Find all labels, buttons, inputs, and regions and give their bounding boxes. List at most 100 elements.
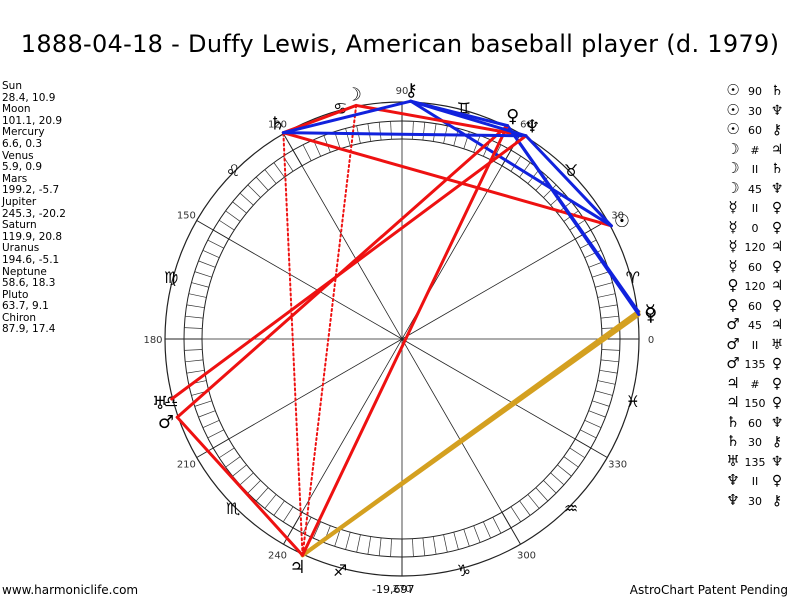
aspect-angle: 45 — [748, 182, 762, 196]
aspect-line — [281, 99, 413, 135]
aspect-line — [301, 124, 509, 557]
aspect-angle: II — [751, 163, 759, 176]
planet-coords: 101.1, 20.9 — [2, 114, 63, 127]
chart-title: 1888-04-18 - Duffy Lewis, American baseb… — [20, 30, 780, 58]
planet-coords: 58.6, 18.3 — [2, 277, 56, 290]
degree-tick — [247, 480, 261, 494]
aspect-angle: # — [750, 377, 760, 391]
degree-tick — [600, 315, 619, 319]
aspect-planet-1: ♄ — [726, 412, 740, 431]
aspect-planet-1: ☽ — [726, 178, 740, 197]
aspect-planet-1: ☿ — [728, 256, 738, 275]
degree-tick — [432, 536, 437, 555]
site-link[interactable]: www.harmoniclife.com — [2, 583, 139, 597]
degree-tick — [198, 260, 216, 268]
planet-glyph-icon: ⚷ — [405, 80, 418, 101]
planet-glyph-icon: ♂ — [158, 412, 174, 433]
degree-tick — [202, 250, 220, 258]
aspect-planet-1: ☉ — [726, 100, 740, 119]
aspect-planet-1: ♂ — [726, 334, 740, 353]
degree-tick — [390, 538, 392, 557]
aspect-planet-2: ♀ — [771, 356, 783, 372]
planet-glyph-icon: ♀ — [644, 304, 657, 325]
aspect-row: ♃ 150 ♀ — [724, 393, 800, 413]
degree-tick — [367, 536, 372, 555]
sign-divider — [283, 133, 303, 167]
planet-coords: 245.3, -20.2 — [2, 207, 66, 220]
aspect-planet-2: ♀ — [771, 200, 783, 216]
aspect-angle: II — [751, 338, 759, 352]
aspect-line — [505, 124, 641, 317]
aspect-angle: 150 — [744, 397, 766, 410]
degree-tick — [543, 480, 557, 494]
degree-tick — [592, 271, 610, 278]
aspect-row: ♂ 135 ♀ — [724, 354, 800, 374]
sign-divider — [196, 220, 230, 240]
degree-tick — [313, 521, 321, 539]
degree-tick — [282, 506, 294, 523]
aspect-row: ☿ II ♀ — [724, 198, 800, 218]
degree-tick — [264, 169, 277, 184]
planet-name: Chiron — [2, 311, 37, 324]
aspect-line — [170, 134, 528, 401]
zodiac-sign-icon: ♓ — [626, 392, 640, 411]
degree-tick — [225, 456, 241, 468]
degree-tick — [600, 359, 619, 363]
planet-name: Pluto — [2, 288, 29, 301]
zodiac-sign-icon: ♉ — [564, 161, 578, 180]
degree-tick — [264, 494, 277, 509]
aspect-row: ♀ 60 ♀ — [724, 296, 800, 316]
aspect-planet-2: ⚷ — [771, 434, 783, 450]
planet-glyph-icon: ☽ — [346, 85, 362, 106]
planet-glyph-icon: ♆ — [524, 117, 540, 138]
degree-tick — [378, 537, 382, 556]
aspect-angle: 60 — [748, 416, 762, 430]
planet-coords: 119.9, 20.8 — [2, 230, 63, 243]
degree-tick — [239, 472, 254, 486]
aspect-planet-1: ♃ — [726, 373, 740, 392]
aspect-row: ♂ II ♅ — [724, 335, 800, 355]
degree-tick — [255, 487, 269, 502]
zodiac-sign-icon: ♈ — [626, 268, 640, 287]
planet-name: Sun — [2, 80, 22, 92]
degree-tick — [356, 534, 361, 553]
aspect-planet-1: ☽ — [726, 139, 740, 158]
center-spoke — [228, 238, 576, 440]
aspect-row: ☿ 120 ♃ — [724, 237, 800, 257]
aspect-row: ☽ # ♃ — [724, 140, 800, 160]
planet-coords: 6.6, 0.3 — [2, 137, 43, 150]
aspect-row: ☉ 90 ♄ — [724, 81, 800, 101]
degree-tick — [345, 532, 351, 550]
degree-tick — [191, 282, 209, 288]
aspect-angle: # — [750, 143, 760, 157]
aspect-planet-2: ♀ — [771, 375, 783, 392]
zodiac-sign-icon: ♏ — [226, 499, 240, 518]
degree-tick — [186, 369, 205, 374]
aspect-planet-2: ♆ — [770, 453, 784, 470]
aspect-angle: 0 — [751, 221, 759, 235]
aspect-line — [409, 99, 509, 128]
planet-name: Neptune — [2, 265, 47, 278]
degree-tick — [443, 534, 448, 553]
degree-tick — [188, 293, 207, 298]
degree-tick — [378, 122, 382, 141]
planet-name: Saturn — [2, 219, 37, 232]
aspect-angle: II — [751, 202, 759, 215]
aspect-row: ♄ 60 ♆ — [724, 413, 800, 433]
zodiac-sign-icon: ♑ — [457, 561, 471, 580]
zodiac-sign-icon: ♒ — [564, 499, 578, 518]
degree-tick — [510, 155, 522, 172]
aspect-line — [282, 131, 304, 557]
zodiac-sign-icon: ♐ — [333, 561, 347, 580]
degree-tick — [194, 400, 212, 407]
aspect-angle: 60 — [748, 299, 762, 313]
aspect-row: ♆ 30 ⚷ — [724, 491, 800, 511]
degree-label: 150 — [177, 211, 196, 222]
degree-tick — [599, 369, 618, 374]
degree-tick — [186, 304, 205, 309]
degree-label: 30 — [611, 211, 624, 222]
aspect-angle: 120 — [744, 280, 766, 293]
degree-tick — [239, 192, 254, 206]
zodiac-sign-icon: ♍ — [164, 268, 178, 287]
aspect-angle: 120 — [744, 241, 766, 254]
